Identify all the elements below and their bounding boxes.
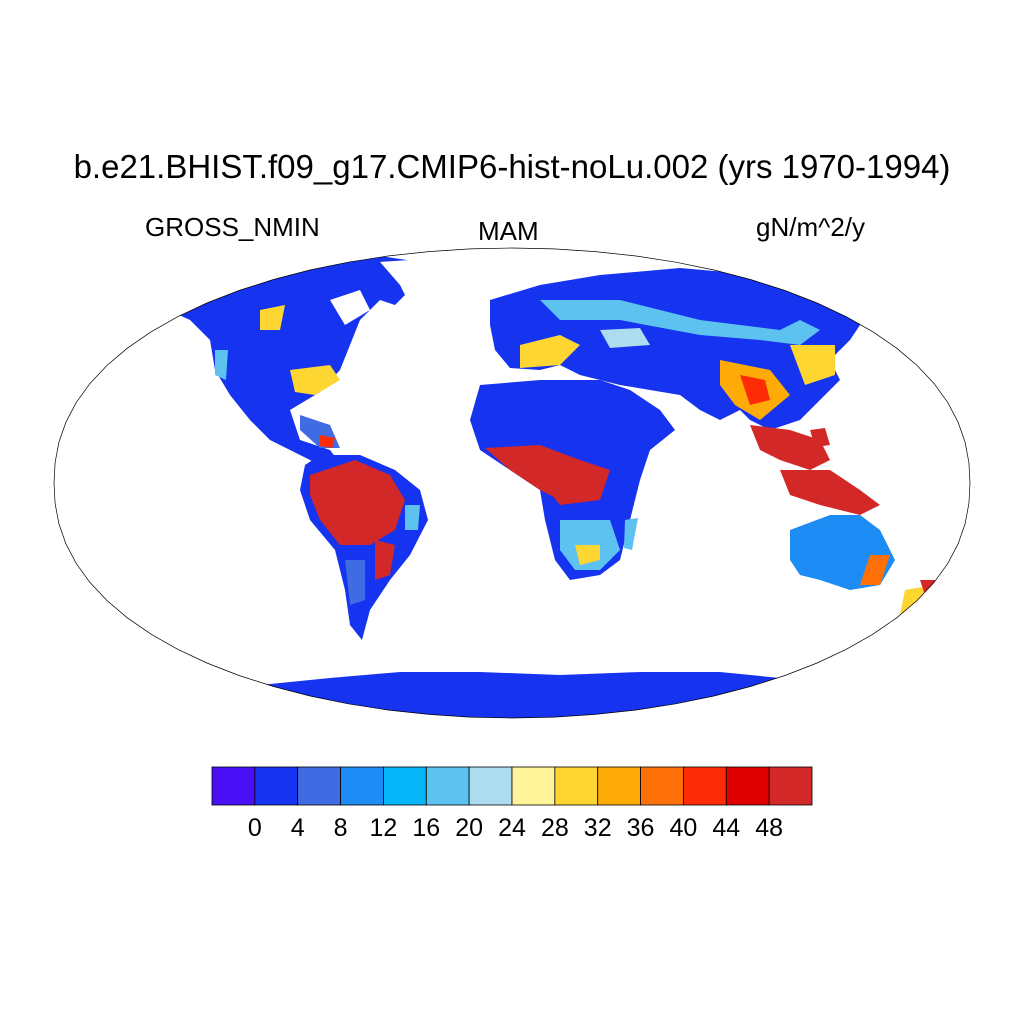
units-label: gN/m^2/y <box>756 212 866 242</box>
greenland-region <box>380 258 490 305</box>
colorbar-tick-label: 4 <box>291 814 305 842</box>
globe-outline <box>53 247 971 719</box>
colorbar-tick-label: 0 <box>248 814 262 842</box>
colorbar-box <box>725 766 770 806</box>
season-label: MAM <box>478 216 539 246</box>
colorbar-box <box>383 766 427 806</box>
plot-title: b.e21.BHIST.f09_g17.CMIP6-hist-noLu.002 … <box>73 148 951 185</box>
colorbar-tick-label: 8 <box>334 814 348 842</box>
africa-region <box>470 380 675 580</box>
colorbar-tick-label: 44 <box>712 814 740 842</box>
colorbar-tick-label: 28 <box>541 814 569 842</box>
colorbar-tick-label: 12 <box>370 814 398 842</box>
colorbar-box <box>425 766 470 806</box>
north-america-region <box>168 256 420 470</box>
colorbar-box <box>597 766 641 806</box>
colorbar-tick-label: 20 <box>455 814 483 842</box>
colorbar-box <box>683 766 727 806</box>
colorbar-box <box>254 766 299 806</box>
colorbar-tick-label: 36 <box>627 814 655 842</box>
colorbar-box <box>554 766 599 806</box>
colorbar-boxes <box>211 766 813 806</box>
colorbar-box <box>768 766 813 806</box>
colorbar-box <box>297 766 341 806</box>
colorbar-tick-label: 32 <box>584 814 612 842</box>
colorbar-box <box>640 766 684 806</box>
colorbar-box <box>511 766 556 806</box>
colorbar-tick-label: 16 <box>412 814 440 842</box>
map-fill-layer <box>150 256 935 718</box>
colorbar-box <box>340 766 384 806</box>
colorbar-tick-label: 48 <box>755 814 783 842</box>
colorbar-box <box>211 766 256 806</box>
colorbar-tick-label: 24 <box>498 814 526 842</box>
colorbar-box <box>468 766 513 806</box>
eurasia-region <box>490 268 870 430</box>
colorbar-tick-label: 40 <box>670 814 698 842</box>
southeast-asia-region <box>750 425 880 515</box>
south-america-region <box>300 455 428 640</box>
variable-label: GROSS_NMIN <box>145 212 320 242</box>
colorbar-tick-labels: 0 4 8 12 16 20 24 28 32 36 40 44 48 <box>248 814 783 842</box>
